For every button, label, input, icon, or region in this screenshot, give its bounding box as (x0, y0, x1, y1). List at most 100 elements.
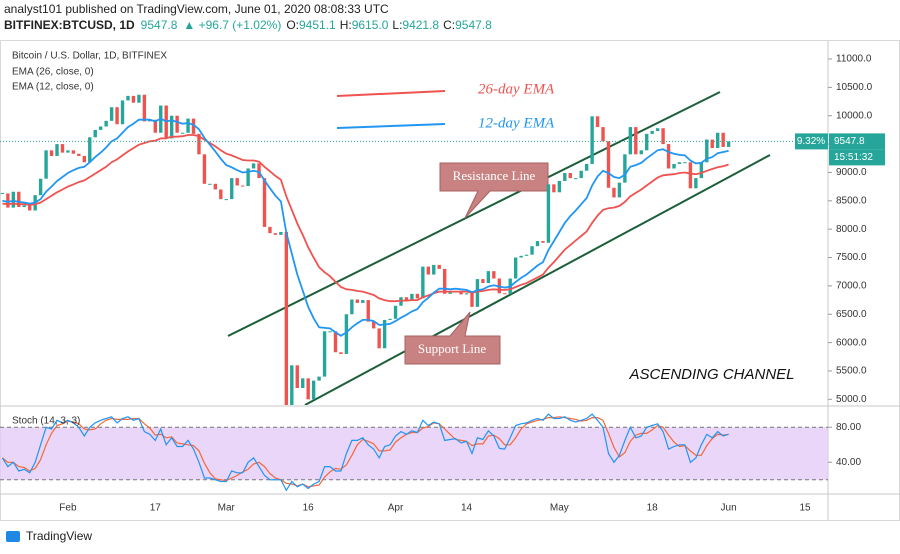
candle (186, 118, 190, 133)
candle (568, 173, 572, 179)
last-price-label: 9547.8 (834, 136, 865, 147)
publish-line: analyst101 published on TradingView.com,… (4, 2, 389, 16)
candle (404, 297, 409, 301)
candle (197, 133, 201, 155)
candle (481, 279, 485, 284)
candle (115, 107, 119, 125)
candle (677, 162, 682, 164)
candle (442, 268, 447, 294)
candle (350, 299, 354, 315)
candle (60, 144, 65, 153)
x-tick-label: 16 (303, 503, 315, 514)
candle (699, 162, 704, 179)
candle (175, 115, 179, 133)
ema-line (2, 117, 729, 337)
resistance-callout (439, 162, 549, 219)
candle (208, 183, 212, 185)
x-tick-label: Mar (218, 503, 236, 514)
candle (71, 150, 76, 154)
ema-line (2, 134, 729, 303)
stoch-pane (0, 413, 828, 492)
y-tick-label: 6500.0 (836, 309, 867, 320)
y-tick-label: 7500.0 (836, 252, 867, 263)
candle (262, 178, 267, 227)
pattern-label: ASCENDING CHANNEL (628, 366, 794, 383)
candle (202, 154, 207, 184)
candle (311, 380, 316, 400)
candle (623, 154, 627, 183)
y-tick-label: 5000.0 (836, 394, 867, 405)
candle (153, 119, 157, 133)
candle (694, 178, 698, 189)
candle (388, 318, 392, 320)
candle (301, 378, 305, 388)
candle (437, 264, 441, 269)
candle (55, 144, 59, 157)
y-tick-label: 40.00 (836, 457, 861, 468)
y-tick-label: 5500.0 (836, 366, 867, 377)
footer-logo (6, 531, 20, 542)
candle (322, 331, 327, 377)
y-tick-label: 10500.0 (836, 82, 873, 93)
x-tick-label: Apr (388, 503, 404, 514)
x-tick-label: 18 (647, 503, 659, 514)
ohlc-value: 9547.8 (455, 18, 492, 32)
symbol-title: Bitcoin / U.S. Dollar, 1D, BITFINEX (12, 51, 167, 62)
candle (574, 178, 578, 180)
candle (28, 205, 32, 211)
candle (169, 115, 174, 139)
stoch-line (1, 413, 729, 492)
candle (109, 107, 114, 121)
stoch-band (0, 427, 828, 480)
x-tick-label: 15 (800, 503, 812, 514)
candle (44, 150, 48, 179)
candle (273, 233, 278, 235)
candle (628, 127, 633, 155)
candle (279, 232, 283, 235)
ema12-key (336, 123, 446, 129)
candle (88, 137, 92, 163)
x-tick-label: May (550, 503, 569, 514)
candle (492, 271, 496, 279)
candle (393, 305, 398, 319)
candle (470, 293, 474, 307)
change: ▲ +96.7 (+1.02%) (183, 18, 281, 32)
candle (66, 150, 70, 153)
y-tick-label: 80.00 (836, 422, 861, 433)
ohlc-value: 9615.0 (352, 18, 389, 32)
x-tick-label: 14 (461, 503, 473, 514)
candle (257, 163, 261, 179)
candle (683, 162, 687, 164)
candle (49, 150, 54, 157)
candle (295, 365, 299, 388)
ohlc-label: O: (286, 18, 299, 32)
candle (563, 173, 567, 181)
candle (639, 150, 643, 155)
countdown-box (829, 149, 885, 166)
candle (328, 331, 332, 333)
candle (77, 153, 81, 157)
candle (716, 132, 720, 149)
candle (6, 193, 10, 208)
candle (355, 299, 360, 303)
candle (557, 180, 562, 193)
candle (180, 132, 185, 134)
support-trendline (304, 154, 771, 405)
ohlc-label: H: (340, 18, 352, 32)
candle (415, 293, 420, 299)
ema26-annotation: 26-day EMA (478, 81, 555, 97)
last-price-box (829, 133, 885, 150)
candle (475, 279, 480, 307)
candle (672, 163, 676, 169)
candle (530, 246, 534, 255)
candle (126, 95, 130, 101)
candle (579, 170, 583, 179)
candle (290, 365, 294, 405)
candle (601, 127, 605, 142)
candle (317, 376, 321, 381)
candle (410, 293, 414, 301)
candle (224, 199, 228, 201)
candle (535, 241, 540, 247)
candle (552, 184, 556, 193)
candle (726, 141, 731, 147)
